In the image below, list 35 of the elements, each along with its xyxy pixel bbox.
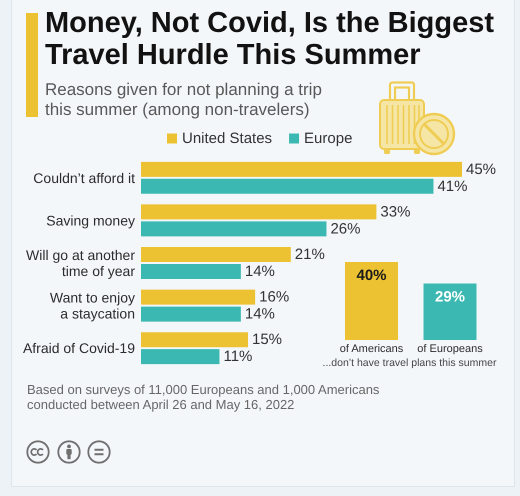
chart-subtitle: Reasons given for not planning a trip this summer (among non-travelers) [45,80,323,120]
data-label: 26% [330,220,360,238]
data-label: 14% [244,262,275,280]
chart-title: Money, Not Covid, Is the Biggest Travel Hurdle This Summer [45,7,495,71]
data-label: 29% [434,288,466,306]
legend-label: Europe [304,130,352,147]
x-tick-label: of Americans [340,343,404,355]
bar [141,349,220,364]
text: Based on surveys of 11,000 Europeans and 1,000 Americans conducted between April 26 and May 16, 2022 [27,382,380,412]
y-tick-label: Couldn’t afford it [33,170,136,186]
data-label: 15% [252,331,282,348]
bar [141,306,241,322]
data-label: 45% [466,160,496,178]
bar [141,221,326,236]
y-tick-label: Afraid of Covid-19 [22,340,136,356]
data-label: 21% [294,246,325,264]
bar [141,178,434,194]
data-label: 33% [380,203,410,220]
data-label: 40% [356,267,387,284]
bar [141,332,248,348]
x-tick-label: of Europeans [417,343,484,355]
y-tick-label: Will go at another time of year [26,247,136,279]
data-label: 14% [244,306,275,323]
bar [141,290,256,305]
annotation: ...don’t have travel plans this summer [322,357,498,369]
data-label: 11% [223,348,252,366]
bar [141,204,376,220]
y-tick-label: Want to enjoy a staycation [50,290,135,322]
bar [141,162,462,177]
bar [141,247,291,262]
y-tick-label: Saving money [46,212,135,228]
data-label: 41% [437,178,468,195]
bar [141,264,241,279]
data-label: 16% [259,288,290,306]
legend-label: United States [182,130,272,147]
